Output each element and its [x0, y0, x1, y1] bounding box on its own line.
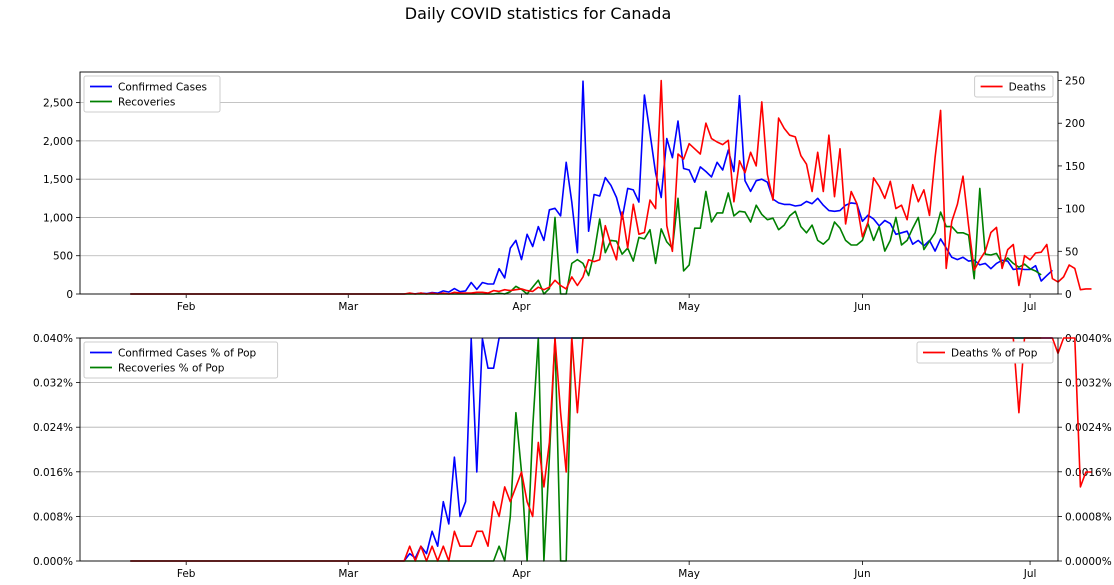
y-right-tick-label: 150 [1065, 161, 1085, 173]
y-left-tick-label: 0 [66, 289, 73, 301]
axes-frame [79, 337, 1059, 562]
legend-entry: Confirmed Cases % of Pop [118, 348, 257, 360]
y-left-tick-label: 0.040% [33, 333, 73, 345]
y-right-tick-label: 250 [1065, 76, 1085, 88]
x-tick-label: Mar [338, 568, 358, 580]
legend-entry: Deaths [1009, 82, 1046, 94]
y-left-tick-label: 0.000% [33, 556, 73, 568]
figure-title: Daily COVID statistics for Canada [405, 4, 672, 23]
legend-box [916, 341, 1054, 364]
y-left-tick-label: 0.016% [33, 467, 73, 479]
series-line-recoveries [130, 187, 1042, 295]
legend-entry: Recoveries % of Pop [118, 363, 225, 375]
x-tick-label: Mar [338, 301, 358, 313]
daily-counts-panel: 0 500 1,000 1,500 2,000 2,500 0 50 100 150 200 250 F… [43, 71, 1092, 313]
x-tick-label: Jul [1023, 301, 1037, 313]
y-right-tick-label: 0.0008% [1065, 511, 1112, 523]
y-left-tick-label: 500 [53, 251, 73, 263]
y-right-tick-label: 0.0040% [1065, 333, 1112, 345]
legend-right: Deaths % of Pop [916, 341, 1054, 364]
percent-of-population-panel: 0.000% 0.008% 0.016% 0.024% 0.032% 0.040% 0.00… [33, 333, 1112, 580]
legend-entry: Confirmed Cases [118, 82, 207, 94]
y-right-tick-label: 50 [1065, 246, 1078, 258]
y-right-tick-label: 100 [1065, 204, 1085, 216]
y-left-tick-label: 0.024% [33, 422, 73, 434]
y-left-tick-label: 1,000 [43, 212, 73, 224]
x-tick-label: Jul [1023, 568, 1037, 580]
legend-box [83, 75, 221, 113]
legend-box [974, 75, 1054, 98]
y-right-tick-label: 0.0032% [1065, 378, 1112, 390]
x-tick-label: Feb [177, 568, 196, 580]
x-tick-label: May [678, 568, 700, 580]
y-left-tick-label: 2,500 [43, 98, 73, 110]
y-right-tick-label: 0 [1065, 289, 1072, 301]
legend-left: Confirmed Cases Recoveries [83, 75, 221, 113]
x-tick-label: Jun [853, 568, 870, 580]
y-left-tick-label: 2,000 [43, 136, 73, 148]
legend-right: Deaths [974, 75, 1054, 98]
axes-frame [79, 71, 1059, 295]
y-left-tick-label: 0.008% [33, 511, 73, 523]
legend-entry: Deaths % of Pop [951, 348, 1038, 360]
legend-left: Confirmed Cases % of Pop Recoveries % of … [83, 341, 279, 379]
x-tick-label: Jun [853, 301, 870, 313]
x-tick-label: Apr [512, 568, 531, 580]
x-tick-label: Apr [512, 301, 531, 313]
y-right-tick-label: 200 [1065, 118, 1085, 130]
x-tick-label: Feb [177, 301, 196, 313]
y-right-tick-label: 0.0024% [1065, 422, 1112, 434]
legend-entry: Recoveries [118, 97, 175, 109]
y-left-tick-label: 0.032% [33, 378, 73, 390]
y-right-tick-label: 0.0000% [1065, 556, 1112, 568]
legend-box [83, 341, 279, 379]
x-tick-label: May [678, 301, 700, 313]
series-line-deaths [130, 79, 1092, 295]
y-left-tick-label: 1,500 [43, 174, 73, 186]
